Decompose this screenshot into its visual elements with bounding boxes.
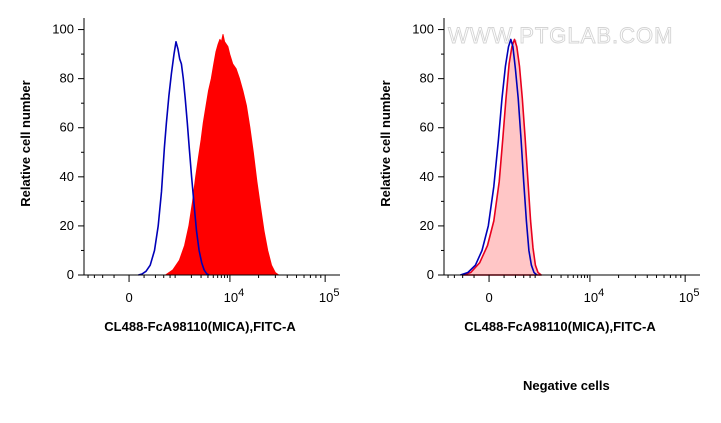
y-tick-label: 60 <box>60 120 74 135</box>
y-tick-label: 80 <box>60 71 74 86</box>
histogram-panel-2: WWW.PTGLAB.COM 0 20 40 60 80 100 0 104 105 CL488-F… <box>378 18 700 334</box>
x-axis-title: CL488-FcA98110(MICA),FITC-A <box>104 319 296 334</box>
y-tick-label: 40 <box>420 169 434 184</box>
panel-caption: Negative cells <box>523 378 610 393</box>
x-tick-label: 0 <box>485 290 492 305</box>
y-tick-label: 100 <box>412 22 434 37</box>
x-tick-label: 104 <box>224 287 245 305</box>
y-tick-label: 0 <box>67 267 74 282</box>
control-histogram-line <box>460 38 538 276</box>
x-tick-label: 104 <box>584 287 605 305</box>
x-tick-label: 0 <box>125 290 132 305</box>
stained-histogram <box>165 34 280 276</box>
y-axis-title: Relative cell number <box>378 80 393 206</box>
y-tick-label: 60 <box>420 120 434 135</box>
x-tick-label: 105 <box>679 287 700 305</box>
y-tick-label: 20 <box>60 218 74 233</box>
x-axis-title: CL488-FcA98110(MICA),FITC-A <box>464 319 656 334</box>
control-histogram-line <box>138 41 210 276</box>
y-tick-label: 80 <box>420 71 434 86</box>
stained-histogram <box>461 38 542 276</box>
y-axis-title: Relative cell number <box>18 80 33 206</box>
x-tick-label: 105 <box>319 287 340 305</box>
y-tick-label: 0 <box>427 267 434 282</box>
histogram-panel-1: 0 20 40 60 80 100 0 104 105 CL488-FcA98110(MICA),… <box>18 18 340 334</box>
y-tick-label: 100 <box>52 22 74 37</box>
y-tick-label: 20 <box>420 218 434 233</box>
watermark-text: WWW.PTGLAB.COM <box>448 23 673 48</box>
y-tick-label: 40 <box>60 169 74 184</box>
